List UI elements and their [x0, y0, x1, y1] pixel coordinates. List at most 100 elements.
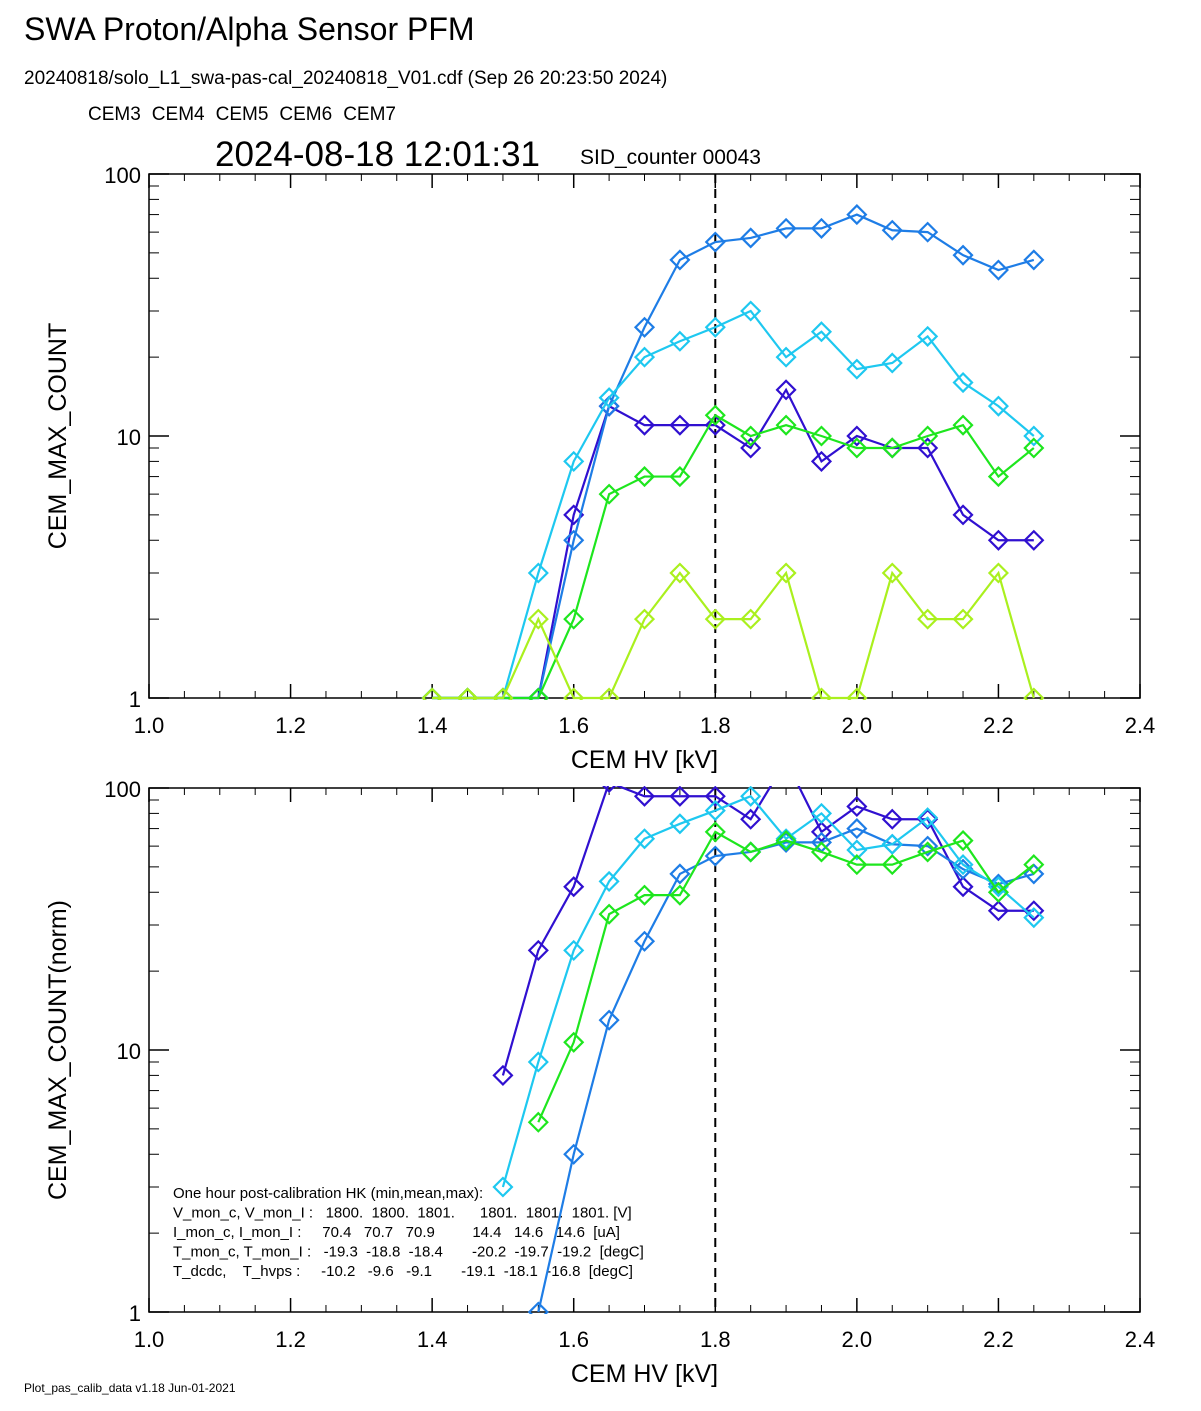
data-point — [1023, 687, 1045, 700]
data-point — [1023, 529, 1045, 551]
y-tick-label: 1 — [129, 687, 141, 712]
data-point — [740, 808, 762, 830]
data-point — [704, 404, 726, 426]
x-tick-label: 1.8 — [700, 713, 731, 738]
data-point — [775, 831, 797, 853]
data-point — [810, 321, 833, 343]
data-point — [917, 835, 939, 857]
data-point — [917, 807, 939, 829]
data-point — [598, 387, 620, 409]
data-point — [598, 687, 620, 700]
data-point — [1023, 907, 1045, 929]
data-point — [775, 828, 797, 850]
data-point — [846, 358, 868, 380]
data-point — [633, 608, 656, 630]
data-point — [421, 687, 443, 700]
data-point — [704, 231, 726, 253]
data-point — [633, 466, 656, 488]
y-tick-label: 10 — [117, 425, 141, 450]
data-point — [881, 854, 903, 876]
data-point — [952, 414, 974, 436]
data-point — [1023, 863, 1045, 885]
data-point — [527, 939, 549, 961]
hk-note: T_dcdc, T_hvps : -10.2 -9.6 -9.1 -19.1 -… — [173, 1263, 633, 1280]
data-point — [527, 687, 549, 700]
data-point — [563, 1031, 585, 1053]
x-tick-label: 1.4 — [417, 1327, 448, 1352]
data-point — [704, 786, 726, 807]
x-tick-label: 2.2 — [983, 1327, 1014, 1352]
counter: SID_counter 00043 — [580, 146, 761, 169]
data-point — [987, 395, 1009, 417]
data-point — [775, 346, 797, 368]
data-point — [987, 881, 1009, 903]
data-point — [704, 800, 726, 822]
data-point — [704, 845, 726, 867]
data-point — [704, 316, 726, 338]
data-point — [704, 821, 726, 843]
data-point — [775, 830, 797, 852]
data-point — [987, 259, 1009, 281]
data-point — [598, 1009, 620, 1031]
subtitle: 20240818/solo_L1_swa-pas-cal_20240818_V0… — [24, 68, 667, 89]
data-point — [881, 833, 903, 855]
hk-note: T_mon_c, T_mon_I : -19.3 -18.8 -18.4 -20… — [173, 1244, 644, 1261]
data-point — [917, 437, 939, 459]
data-point — [633, 884, 656, 906]
data-point — [740, 608, 762, 630]
y-tick-label: 100 — [104, 777, 141, 802]
series-line — [537, 827, 1035, 1313]
legend-entry: CEM6 — [279, 104, 332, 125]
data-point — [563, 450, 585, 472]
data-point — [563, 608, 585, 630]
data-point — [1023, 854, 1045, 876]
data-point — [633, 786, 656, 807]
series-line — [432, 309, 1035, 700]
data-point — [527, 608, 549, 630]
data-point — [917, 841, 939, 863]
data-point — [1023, 249, 1045, 271]
data-point — [952, 608, 974, 630]
data-point — [810, 802, 833, 824]
data-point — [598, 395, 620, 417]
data-point — [633, 414, 656, 436]
data-point — [669, 786, 691, 807]
data-point — [846, 425, 868, 447]
data-point — [740, 786, 762, 807]
data-point — [669, 466, 691, 488]
data-point — [563, 687, 585, 700]
data-point — [881, 352, 903, 374]
data-point — [952, 371, 974, 394]
data-point — [492, 1176, 514, 1198]
data-point — [775, 217, 797, 239]
data-point — [527, 1301, 549, 1314]
data-point — [846, 437, 868, 459]
x-tick-label: 1.2 — [275, 1327, 306, 1352]
data-point — [846, 204, 868, 226]
y-axis-label: CEM_MAX_COUNT — [44, 323, 72, 549]
data-point — [846, 818, 868, 840]
y-tick-label: 10 — [117, 1039, 141, 1064]
data-point — [704, 414, 726, 436]
data-point — [810, 687, 833, 700]
data-point — [1023, 425, 1045, 447]
data-point — [881, 808, 903, 830]
data-point — [492, 1064, 514, 1086]
data-point — [598, 483, 620, 505]
data-point — [740, 300, 762, 322]
legend-entry: CEM7 — [343, 104, 396, 125]
data-point — [527, 562, 549, 584]
data-point — [987, 466, 1009, 488]
data-point — [740, 425, 762, 447]
data-point — [1023, 437, 1045, 459]
hk-note: V_mon_c, V_mon_I : 1800. 1800. 1801. 180… — [173, 1205, 632, 1222]
x-tick-label: 1.8 — [700, 1327, 731, 1352]
data-point — [987, 900, 1009, 922]
data-point — [598, 903, 620, 925]
data-point — [881, 437, 903, 459]
data-point — [704, 608, 726, 630]
series-line — [432, 570, 1035, 700]
hk-note: I_mon_c, I_mon_I : 70.4 70.7 70.9 14.4 1… — [173, 1224, 620, 1241]
data-point — [563, 939, 585, 961]
